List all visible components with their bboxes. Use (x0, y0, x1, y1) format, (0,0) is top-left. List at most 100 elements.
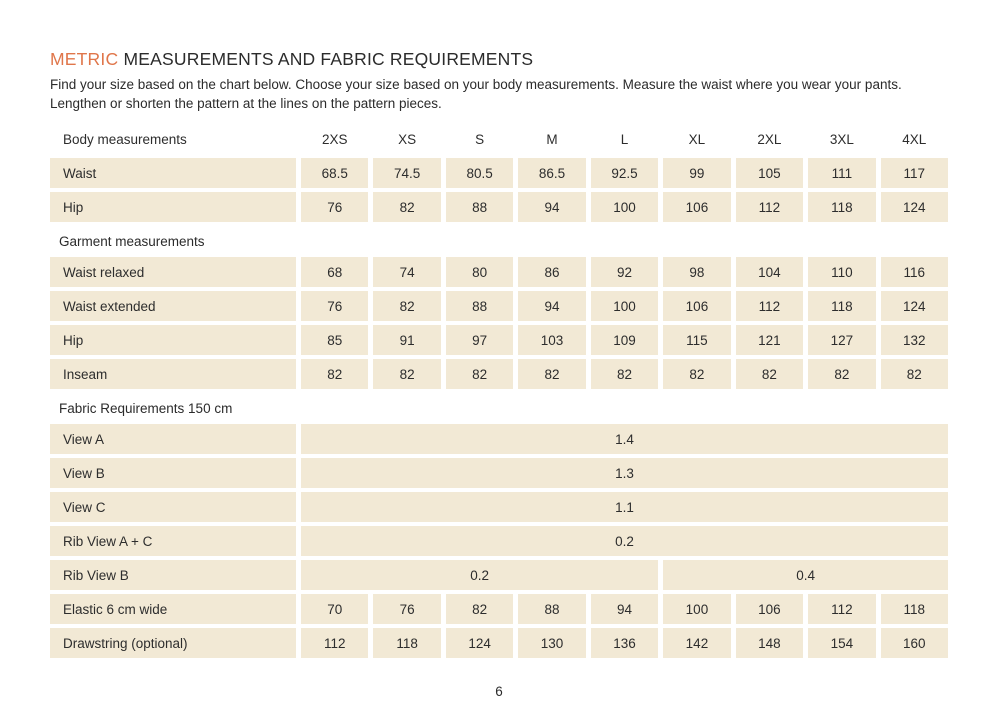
value-cell: 130 (518, 628, 586, 658)
value-cell: 82 (373, 359, 441, 389)
intro-text: Find your size based on the chart below.… (50, 77, 902, 111)
section-header-fabric-requirements: Fabric Requirements 150 cm (59, 400, 233, 416)
value-cell: 124 (880, 192, 948, 222)
value-cell: 127 (808, 325, 876, 355)
merged-value-cell: 1.3 (301, 458, 948, 488)
size-header-m: M (546, 131, 558, 147)
size-header-3xl: 3XL (829, 131, 854, 147)
value-cell: 82 (445, 359, 514, 389)
merged-value-cell: 1.4 (301, 424, 948, 454)
row-label-drawstring: Drawstring (optional) (50, 628, 296, 658)
value-cell: 92 (590, 257, 659, 287)
value-cell: 124 (880, 291, 948, 321)
merged-value-cell-right: 0.4 (663, 560, 948, 590)
value-cell: 82 (373, 192, 441, 222)
value-cell: 98 (663, 257, 731, 287)
value-cell: 86 (518, 257, 586, 287)
row-label-hip: Hip (50, 192, 296, 222)
value-cell: 124 (445, 628, 514, 658)
row-label-view-b: View B (50, 458, 296, 488)
value-cell: 99 (663, 158, 731, 188)
value-cell: 82 (808, 359, 876, 389)
value-cell: 70 (301, 594, 369, 624)
value-cell: 112 (735, 291, 804, 321)
value-cell: 74 (373, 257, 441, 287)
value-cell: 118 (808, 291, 876, 321)
value-cell: 100 (590, 192, 659, 222)
value-cell: 82 (445, 594, 514, 624)
section-header-garment-measurements: Garment measurements (59, 233, 205, 249)
value-cell: 112 (808, 594, 876, 624)
value-cell: 82 (301, 359, 369, 389)
value-cell: 88 (445, 291, 514, 321)
value-cell: 118 (808, 192, 876, 222)
value-cell: 76 (373, 594, 441, 624)
value-cell: 109 (590, 325, 659, 355)
size-header-2xs: 2XS (321, 131, 348, 147)
value-cell: 111 (808, 158, 876, 188)
garment-measurements-table: Waist relaxed 68 74 80 86 92 98 104 110 … (50, 257, 948, 389)
value-cell: 68.5 (301, 158, 369, 188)
fabric-requirements-table: View A 1.4 View B 1.3 View C 1.1 Rib Vie… (50, 424, 948, 658)
value-cell: 88 (518, 594, 586, 624)
value-cell: 112 (301, 628, 369, 658)
row-label-garment-hip: Hip (50, 325, 296, 355)
body-measurements-table: Waist 68.5 74.5 80.5 86.5 92.5 99 105 11… (50, 158, 948, 222)
value-cell: 82 (590, 359, 659, 389)
size-header-xl: XL (688, 131, 706, 147)
row-label-elastic: Elastic 6 cm wide (50, 594, 296, 624)
value-cell: 118 (373, 628, 441, 658)
value-cell: 103 (518, 325, 586, 355)
value-cell: 82 (373, 291, 441, 321)
value-cell: 94 (518, 291, 586, 321)
value-cell: 112 (735, 192, 804, 222)
row-label-waist: Waist (50, 158, 296, 188)
title-highlight: METRIC (50, 49, 119, 69)
title-rest: MEASUREMENTS AND FABRIC REQUIREMENTS (123, 49, 534, 69)
value-cell: 80.5 (445, 158, 514, 188)
value-cell: 148 (735, 628, 804, 658)
row-label-rib-view-a-c: Rib View A + C (50, 526, 296, 556)
value-cell: 91 (373, 325, 441, 355)
value-cell: 85 (301, 325, 369, 355)
value-cell: 115 (663, 325, 731, 355)
value-cell: 142 (663, 628, 731, 658)
page-number: 6 (495, 684, 503, 699)
value-cell: 97 (445, 325, 514, 355)
value-cell: 82 (880, 359, 948, 389)
value-cell: 76 (301, 291, 369, 321)
value-cell: 106 (663, 291, 731, 321)
value-cell: 100 (590, 291, 659, 321)
value-cell: 116 (880, 257, 948, 287)
page-title: METRIC MEASUREMENTS AND FABRIC REQUIREMEN… (50, 48, 948, 70)
value-cell: 76 (301, 192, 369, 222)
value-cell: 106 (735, 594, 804, 624)
value-cell: 117 (880, 158, 948, 188)
merged-value-cell-left: 0.2 (301, 560, 659, 590)
value-cell: 105 (735, 158, 804, 188)
value-cell: 136 (590, 628, 659, 658)
value-cell: 74.5 (373, 158, 441, 188)
size-header-2xl: 2XL (757, 131, 782, 147)
size-header-s: S (475, 131, 485, 147)
value-cell: 82 (735, 359, 804, 389)
row-label-inseam: Inseam (50, 359, 296, 389)
value-cell: 121 (735, 325, 804, 355)
value-cell: 94 (590, 594, 659, 624)
row-label-rib-view-b: Rib View B (50, 560, 296, 590)
value-cell: 86.5 (518, 158, 586, 188)
row-label-view-a: View A (50, 424, 296, 454)
value-cell: 100 (663, 594, 731, 624)
value-cell: 104 (735, 257, 804, 287)
value-cell: 106 (663, 192, 731, 222)
section-header-body-measurements: Body measurements (63, 131, 187, 147)
size-header-4xl: 4XL (902, 131, 927, 147)
merged-value-cell: 0.2 (301, 526, 948, 556)
value-cell: 88 (445, 192, 514, 222)
size-header-l: L (620, 131, 629, 147)
value-cell: 94 (518, 192, 586, 222)
row-label-waist-relaxed: Waist relaxed (50, 257, 296, 287)
value-cell: 92.5 (590, 158, 659, 188)
merged-value-cell: 1.1 (301, 492, 948, 522)
